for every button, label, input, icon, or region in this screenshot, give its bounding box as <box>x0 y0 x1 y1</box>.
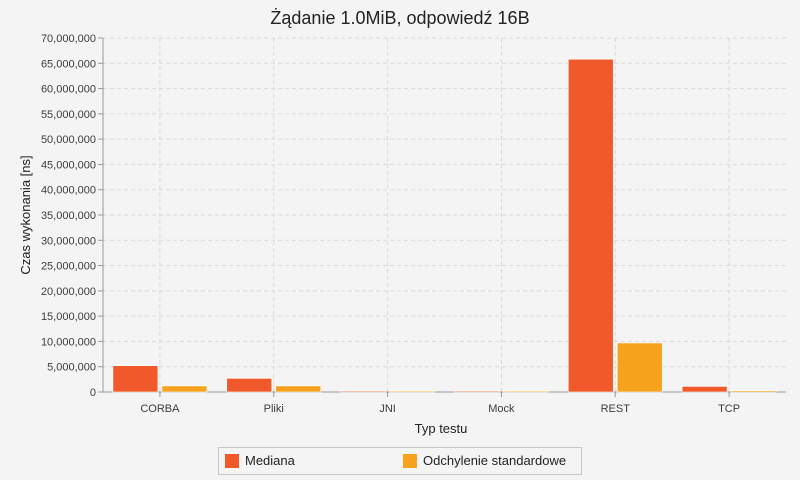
y-tick-label: 5,000,000 <box>47 362 96 374</box>
x-tick-label: TCP <box>718 403 740 415</box>
legend-swatch-mediana <box>225 453 239 468</box>
y-tick-label: 50,000,000 <box>41 134 96 146</box>
y-axis-title: Czas wykonania [ns] <box>18 155 33 274</box>
y-tick-label: 0 <box>90 387 96 399</box>
legend-item-odchylenie: Odchylenie standardowe <box>403 453 566 468</box>
y-tick-label: 25,000,000 <box>41 261 96 273</box>
x-axis-title: Typ testu <box>415 421 468 436</box>
legend-label-mediana: Mediana <box>245 453 295 468</box>
bars <box>112 58 777 393</box>
x-tick-label: Pliki <box>264 403 284 415</box>
y-tick-label: 15,000,000 <box>41 311 96 323</box>
bar-jni-odchylenie <box>389 390 435 393</box>
y-tick-label: 55,000,000 <box>41 109 96 121</box>
chart-title: Żądanie 1.0MiB, odpowiedź 16B <box>270 8 529 28</box>
y-tick-label: 70,000,000 <box>41 33 96 45</box>
y-tick-label: 65,000,000 <box>41 58 96 70</box>
axes <box>98 37 786 397</box>
legend-swatch-odchylenie <box>403 453 417 468</box>
bar-corba-odchylenie <box>161 385 208 393</box>
bar-mock-odchylenie <box>503 390 549 393</box>
bar-pliki-odchylenie <box>275 385 322 393</box>
y-tick-label: 40,000,000 <box>41 185 96 197</box>
x-tick-label: JNI <box>379 403 396 415</box>
bar-tcp-odchylenie <box>730 390 777 393</box>
x-tick-label: REST <box>601 403 631 415</box>
legend: Mediana Odchylenie standardowe <box>218 447 582 475</box>
y-tick-label: 20,000,000 <box>41 286 96 298</box>
bar-jni-mediana <box>340 390 386 393</box>
bar-rest-mediana <box>567 58 614 393</box>
legend-label-odchylenie: Odchylenie standardowe <box>423 453 567 468</box>
x-tick-label: CORBA <box>140 403 180 415</box>
grid <box>103 37 786 392</box>
bar-rest-odchylenie <box>616 342 663 393</box>
chart-canvas: Żądanie 1.0MiB, odpowiedź 16B Typ testu … <box>18 8 786 436</box>
y-tick-label: 10,000,000 <box>41 336 96 348</box>
bar-mock-mediana <box>454 390 500 393</box>
x-tick-label: Mock <box>488 403 515 415</box>
bar-tcp-mediana <box>681 386 728 393</box>
bar-corba-mediana <box>112 365 159 393</box>
y-tick-label: 30,000,000 <box>41 235 96 247</box>
y-tick-label: 35,000,000 <box>41 210 96 222</box>
y-tick-label: 60,000,000 <box>41 84 96 96</box>
y-tick-label: 45,000,000 <box>41 159 96 171</box>
tick-labels: 0 5,000,000 10,000,000 15,000,000 20,000,000… <box>41 33 740 415</box>
bar-pliki-mediana <box>226 378 273 393</box>
legend-item-mediana: Mediana <box>225 453 295 468</box>
